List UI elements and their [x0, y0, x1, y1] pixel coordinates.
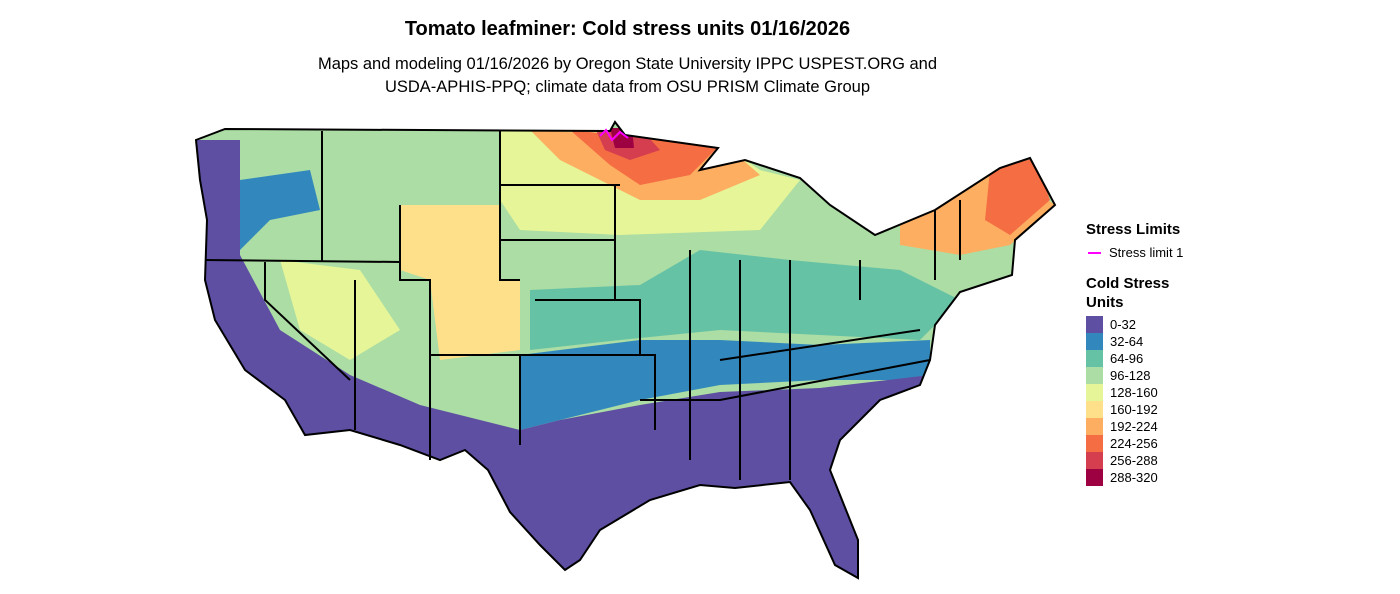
legend-item: Stress limit 1 [1086, 244, 1183, 261]
legend-swatch [1086, 435, 1103, 452]
subtitle: Maps and modeling 01/16/2026 by Oregon S… [317, 55, 938, 73]
legend-item: 64-96 [1086, 350, 1143, 367]
legend-label: 256-288 [1110, 453, 1158, 468]
legend-item: 192-224 [1086, 418, 1158, 435]
legend-swatch [1086, 452, 1103, 469]
legend-item: 32-64 [1086, 333, 1143, 350]
legend-swatch [1086, 316, 1103, 333]
legend-swatch [1086, 367, 1103, 384]
legend-label: 224-256 [1110, 436, 1158, 451]
legend-label: 64-96 [1110, 351, 1144, 366]
legend-item: 256-288 [1086, 452, 1158, 469]
legend-item: 160-192 [1086, 401, 1158, 418]
legend-swatch [1086, 350, 1103, 367]
map-title: Tomato leafminer: Cold stress units 01/1… [404, 18, 851, 40]
legend-label: 32-64 [1110, 334, 1144, 349]
legend-swatch [1086, 384, 1103, 401]
legend-item: 224-256 [1086, 435, 1158, 452]
legend-label: Stress limit 1 [1109, 245, 1184, 260]
legend-title: Stress Limits [1086, 221, 1181, 238]
legend-swatch [1086, 418, 1103, 435]
subtitle: USDA-APHIS-PPQ; climate data from OSU PR… [384, 78, 871, 96]
legend-item: 96-128 [1086, 367, 1150, 384]
borders [194, 120, 1057, 580]
legend-label: 96-128 [1110, 368, 1151, 383]
legend-item: 128-160 [1086, 384, 1158, 401]
map [194, 120, 1057, 580]
legend-line [1088, 251, 1101, 254]
legend-label: 0-32 [1110, 317, 1137, 332]
legend-swatch [1086, 401, 1103, 418]
legend-title: Cold Stress Units [1086, 275, 1170, 311]
legend-label: 128-160 [1110, 385, 1158, 400]
legend-item: 0-32 [1086, 316, 1136, 333]
legend-swatch [1086, 469, 1103, 486]
legend-label: 288-320 [1110, 470, 1158, 485]
legend-item: 288-320 [1086, 469, 1158, 486]
legend-label: 160-192 [1110, 402, 1158, 417]
legend-swatch [1086, 333, 1103, 350]
stress-limit-line [599, 128, 629, 142]
legend-label: 192-224 [1110, 419, 1158, 434]
